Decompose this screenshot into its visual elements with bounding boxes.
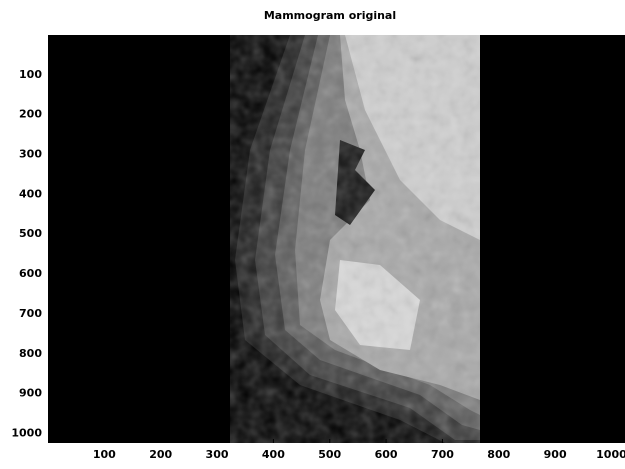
y-tick-label: 600 bbox=[19, 267, 42, 280]
y-tick-label: 100 bbox=[19, 68, 42, 81]
x-tick-label: 600 bbox=[375, 448, 398, 461]
y-tick-label: 800 bbox=[19, 347, 42, 360]
x-tick-label: 500 bbox=[318, 448, 341, 461]
image bbox=[48, 35, 625, 443]
x-tick-label: 700 bbox=[431, 448, 454, 461]
y-tick-label: 400 bbox=[19, 187, 42, 200]
x-tick-label: 200 bbox=[149, 448, 172, 461]
y-tick-label: 700 bbox=[19, 307, 42, 320]
x-tick-label: 100 bbox=[93, 448, 116, 461]
y-tick-label: 300 bbox=[19, 148, 42, 161]
x-tick-label: 1000 bbox=[596, 448, 625, 461]
y-tick-label: 900 bbox=[19, 387, 42, 400]
y-tick-label: 1000 bbox=[11, 426, 42, 439]
x-tick-label: 900 bbox=[544, 448, 567, 461]
x-tick-label: 300 bbox=[206, 448, 229, 461]
y-tick-label: 200 bbox=[19, 108, 42, 121]
y-tick-label: 500 bbox=[19, 227, 42, 240]
x-tick-label: 800 bbox=[487, 448, 510, 461]
x-tick-label: 400 bbox=[262, 448, 285, 461]
chart-title: Mammogram original bbox=[264, 9, 396, 22]
